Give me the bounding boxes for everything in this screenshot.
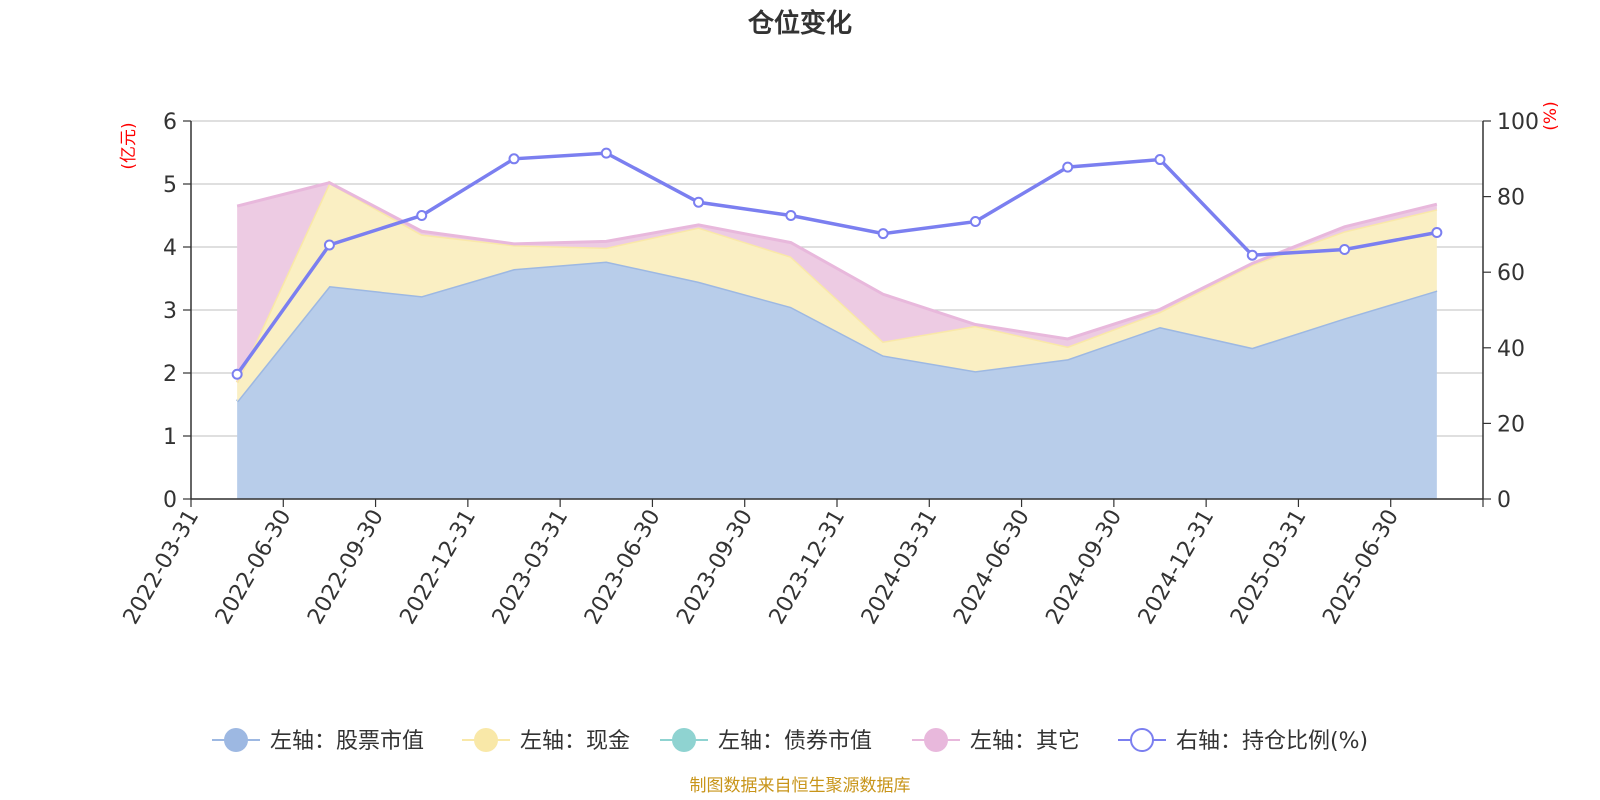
right-tick-label: 100 bbox=[1497, 110, 1539, 135]
ratio-point bbox=[1431, 227, 1443, 239]
ratio-point bbox=[416, 210, 428, 221]
x-tick-label: 2024-06-30 bbox=[949, 506, 1035, 629]
legend-item[interactable]: 左轴：其它 bbox=[912, 728, 1080, 754]
ratio-point bbox=[785, 210, 797, 221]
x-tick-label: 2025-03-31 bbox=[1226, 506, 1312, 629]
ratio-point bbox=[877, 228, 889, 240]
x-tick-label: 2022-03-31 bbox=[119, 506, 205, 629]
ratio-point bbox=[231, 368, 243, 380]
ratio-point bbox=[1246, 249, 1258, 261]
x-tick-label: 2022-06-30 bbox=[211, 506, 297, 629]
legend-marker bbox=[672, 728, 696, 752]
left-tick-label: 2 bbox=[163, 362, 177, 387]
legend: 左轴：股票市值 左轴：现金 左轴：债券市值 左轴：其它 右轴：持仓比例(%) bbox=[212, 728, 1368, 754]
left-tick-label: 4 bbox=[163, 236, 177, 261]
left-tick-label: 1 bbox=[163, 425, 177, 450]
legend-marker bbox=[1130, 728, 1154, 752]
data-source-note: 制图数据来自恒生聚源数据库 bbox=[690, 776, 911, 796]
legend-label: 左轴：债券市值 bbox=[718, 729, 872, 754]
area-左轴：现金 bbox=[237, 182, 1437, 402]
stacked-areas bbox=[235, 180, 1438, 499]
left-tick-label: 0 bbox=[163, 488, 177, 513]
legend-marker bbox=[474, 728, 498, 752]
area-左轴：股票市值 bbox=[237, 261, 1437, 499]
area-edge-左轴：其它 bbox=[236, 181, 1438, 341]
legend-label: 左轴：其它 bbox=[970, 729, 1080, 754]
chart-title: 仓位变化 bbox=[747, 8, 852, 39]
legend-item[interactable]: 左轴：债券市值 bbox=[660, 728, 872, 754]
ratio-line bbox=[231, 147, 1443, 380]
ratio-point bbox=[600, 147, 612, 159]
x-tick-label: 2024-09-30 bbox=[1041, 506, 1127, 629]
x-tick-label: 2023-06-30 bbox=[580, 506, 666, 629]
legend-item[interactable]: 左轴：股票市值 bbox=[212, 728, 424, 754]
ratio-point bbox=[1154, 154, 1166, 166]
right-tick-label: 40 bbox=[1497, 337, 1525, 362]
x-tick-label: 2023-03-31 bbox=[488, 506, 574, 629]
legend-item[interactable]: 左轴：现金 bbox=[462, 728, 630, 754]
ratio-point bbox=[323, 239, 335, 251]
left-axis-unit: (亿元) bbox=[119, 122, 139, 169]
x-tick-label: 2024-03-31 bbox=[857, 506, 943, 629]
ratio-point bbox=[508, 153, 520, 165]
x-tick-label: 2022-09-30 bbox=[303, 506, 389, 629]
ratio-point bbox=[1062, 161, 1074, 173]
x-tick-label: 2022-12-31 bbox=[395, 506, 481, 629]
area-左轴：其它 bbox=[237, 182, 1437, 383]
right-tick-label: 0 bbox=[1497, 488, 1511, 513]
x-tick-label: 2025-06-30 bbox=[1318, 506, 1404, 629]
right-tick-label: 80 bbox=[1497, 186, 1525, 211]
legend-marker bbox=[224, 728, 248, 752]
legend-label: 左轴：股票市值 bbox=[270, 729, 424, 754]
ratio-point bbox=[969, 216, 981, 228]
x-tick-label: 2023-12-31 bbox=[765, 506, 851, 629]
x-tick-label: 2023-09-30 bbox=[672, 506, 758, 629]
x-tick-label: 2024-12-31 bbox=[1134, 506, 1220, 629]
left-tick-label: 5 bbox=[163, 173, 177, 198]
left-tick-label: 6 bbox=[163, 110, 177, 135]
right-axis-unit: (%) bbox=[1541, 101, 1561, 130]
line-右轴：持仓比例(%) bbox=[235, 151, 1438, 376]
legend-marker bbox=[924, 728, 948, 752]
ratio-point bbox=[693, 196, 705, 208]
right-tick-label: 60 bbox=[1497, 261, 1525, 286]
legend-item[interactable]: 右轴：持仓比例(%) bbox=[1118, 728, 1368, 754]
ratio-point bbox=[1339, 244, 1351, 256]
left-tick-label: 3 bbox=[163, 299, 177, 324]
legend-label: 右轴：持仓比例(%) bbox=[1176, 729, 1368, 754]
right-tick-label: 20 bbox=[1497, 412, 1525, 437]
legend-label: 左轴：现金 bbox=[520, 729, 630, 754]
